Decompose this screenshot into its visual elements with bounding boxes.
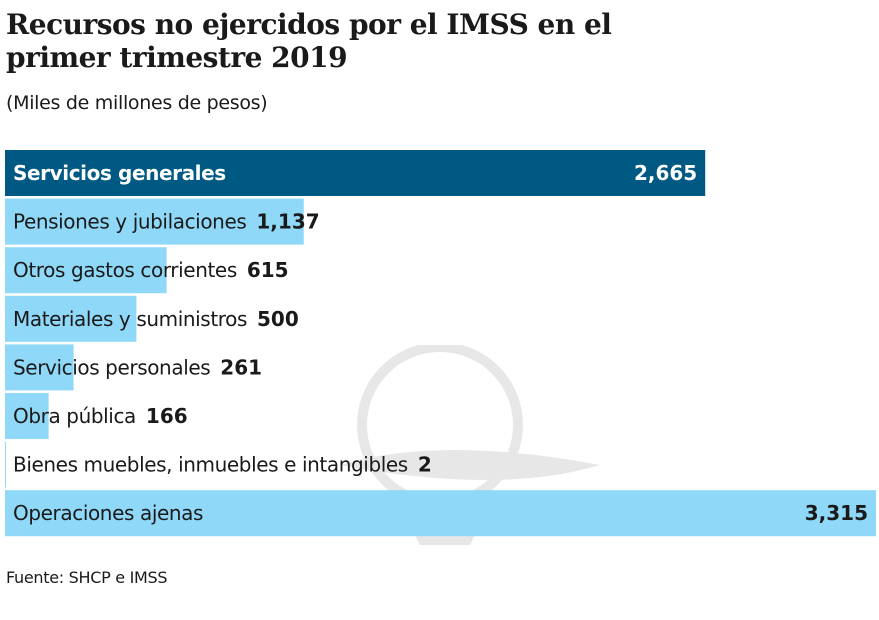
value-label: 2,665: [634, 161, 697, 185]
category-label: Servicios personales: [13, 355, 210, 379]
bar: [5, 198, 304, 245]
value-label: 3,315: [805, 501, 868, 525]
chart-subtitle: (Miles de millones de pesos): [6, 92, 268, 114]
category-label: Bienes muebles, inmuebles e intangibles: [13, 453, 408, 477]
category-label: Pensiones y jubilaciones: [13, 210, 246, 234]
value-label: 615: [247, 258, 289, 282]
bar: [5, 295, 137, 342]
bar: [5, 441, 6, 488]
category-label: Obra pública: [13, 404, 136, 428]
bar: [5, 247, 167, 294]
bar: [5, 393, 49, 439]
chart-title: Recursos no ejercidos por el IMSS en el …: [6, 8, 612, 74]
value-label: 166: [146, 404, 188, 428]
bar: [5, 344, 74, 391]
bar: [5, 490, 876, 537]
bar: [5, 150, 706, 196]
category-label: Operaciones ajenas: [13, 501, 203, 525]
bar-chart: Servicios generales 2,665 Pensiones y jubi…: [5, 150, 876, 537]
category-label: Otros gastos corrientes: [13, 258, 237, 282]
category-label: Servicios generales: [13, 161, 226, 185]
value-label: 261: [220, 355, 262, 379]
value-label: 1,137: [256, 210, 319, 234]
category-label: Materiales y suministros: [13, 307, 247, 331]
source-note: Fuente: SHCP e IMSS: [6, 568, 168, 587]
value-label: 2: [418, 453, 432, 477]
value-label: 500: [257, 307, 299, 331]
